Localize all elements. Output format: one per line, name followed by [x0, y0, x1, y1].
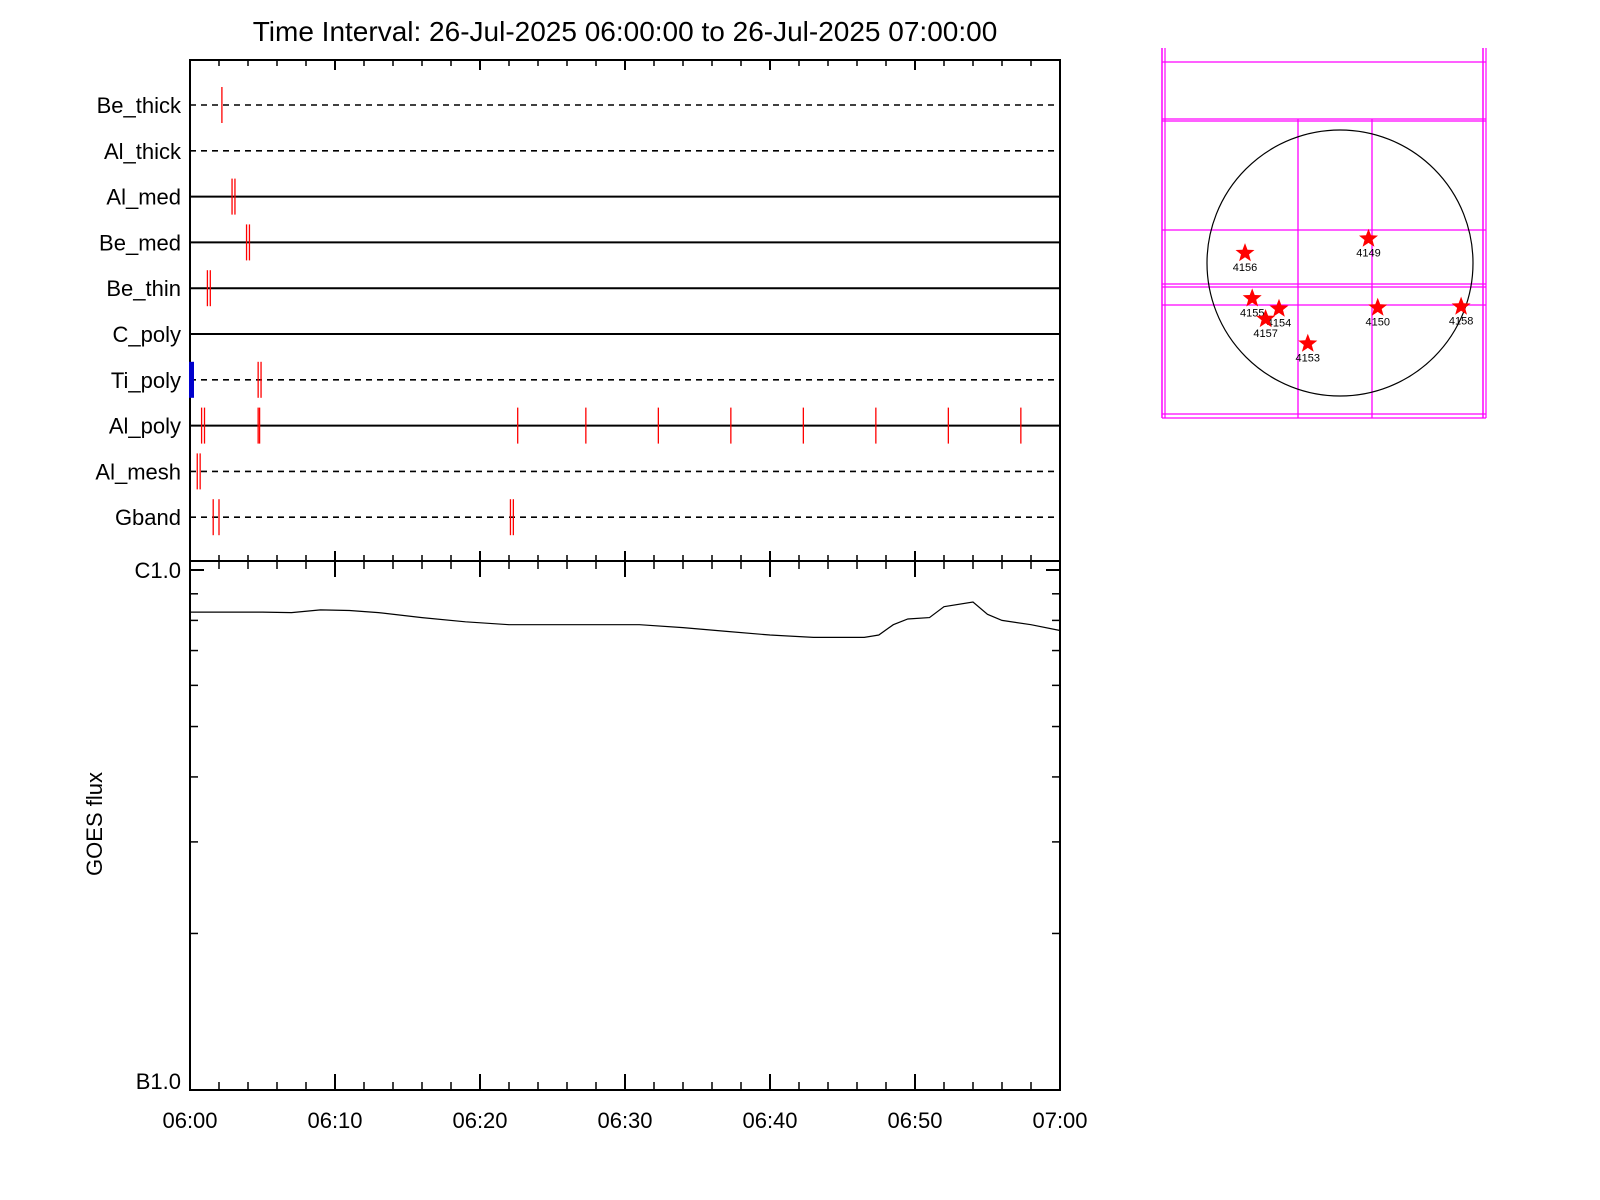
y-tick-bottom: B1.0: [136, 1069, 181, 1094]
chart-title: Time Interval: 26-Jul-2025 06:00:00 to 2…: [253, 16, 998, 47]
timeline-row-label: Ti_poly: [111, 368, 181, 393]
timeline-start-marker: [189, 361, 194, 398]
active-region-star: [1269, 298, 1289, 317]
x-tick-label: 06:50: [887, 1108, 942, 1133]
timeline-row-label: Be_med: [99, 230, 181, 255]
y-tick-top: C1.0: [135, 558, 181, 583]
active-region-label: 4158: [1449, 316, 1473, 328]
x-tick-label: 06:40: [742, 1108, 797, 1133]
x-tick-label: 06:20: [452, 1108, 507, 1133]
active-region-label: 4153: [1296, 353, 1320, 365]
timeline-row-label: Al_mesh: [95, 459, 181, 484]
goes-flux-panel: 06:00 06:10 06:20 06:30 06:40 06:50 07:00: [162, 551, 1088, 1133]
x-tick-label: 06:00: [162, 1108, 217, 1133]
active-region-star: [1368, 297, 1388, 316]
timeline-frame: [189, 59, 1061, 562]
active-region-label: 4150: [1366, 317, 1390, 329]
solar-disk-limb: [1206, 129, 1474, 397]
active-region-star: [1235, 243, 1255, 262]
timeline-row-label: Al_thick: [104, 139, 182, 164]
timeline-row-label: Al_med: [106, 185, 181, 210]
active-region-star: [1256, 309, 1276, 328]
timeline-row-label: Be_thin: [106, 276, 181, 301]
x-tick-label: 06:30: [597, 1108, 652, 1133]
active-region-star: [1298, 333, 1318, 352]
goes-flux-line: [190, 601, 1061, 638]
timeline-row-label: Be_thick: [97, 93, 182, 118]
active-region-label: 4157: [1253, 328, 1277, 340]
active-region-star: [1359, 228, 1378, 247]
x-tick-label: 07:00: [1032, 1108, 1087, 1133]
x-tick-label: 06:10: [307, 1108, 362, 1133]
goes-frame: [189, 560, 1061, 1091]
active-region-label: 4156: [1233, 262, 1257, 274]
y-axis-label: GOES flux: [82, 772, 107, 876]
active-region-label: 4154: [1267, 318, 1291, 330]
timeline-row-label: Gband: [115, 505, 181, 530]
active-region-star: [1242, 288, 1262, 307]
active-region-star: [1451, 296, 1471, 315]
timeline-row-label: Al_poly: [109, 414, 181, 439]
active-region-label: 4149: [1356, 248, 1380, 260]
timeline-row-label: C_poly: [113, 322, 181, 347]
timeline-panel: Be_thick Al_thick Al_med Be_med Be_thin C_pol…: [95, 59, 1061, 562]
